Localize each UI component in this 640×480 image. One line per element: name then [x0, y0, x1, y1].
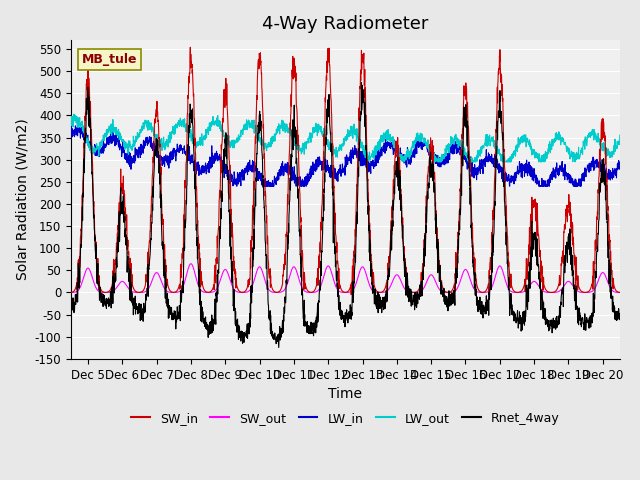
Legend: SW_in, SW_out, LW_in, LW_out, Rnet_4way: SW_in, SW_out, LW_in, LW_out, Rnet_4way	[126, 407, 564, 430]
X-axis label: Time: Time	[328, 387, 362, 401]
Text: MB_tule: MB_tule	[82, 53, 138, 66]
Y-axis label: Solar Radiation (W/m2): Solar Radiation (W/m2)	[15, 119, 29, 280]
Title: 4-Way Radiometer: 4-Way Radiometer	[262, 15, 429, 33]
